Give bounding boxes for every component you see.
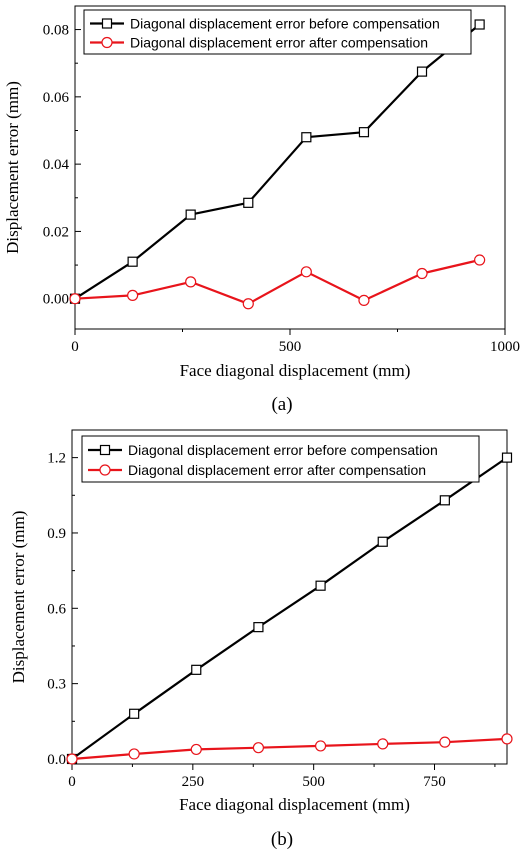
series-line xyxy=(71,456,508,760)
legend: Diagonal displacement error before compe… xyxy=(81,435,480,483)
legend: Diagonal displacement error before compe… xyxy=(83,9,472,55)
y-tick-label: 0.02 xyxy=(43,224,69,240)
legend-label: Diagonal displacement error after compen… xyxy=(128,462,426,478)
panel-caption: (a) xyxy=(271,394,292,415)
data-point-square xyxy=(377,536,388,547)
x-tick-label: 500 xyxy=(279,339,302,355)
series-before-compensation xyxy=(66,452,513,765)
panel-caption: (b) xyxy=(271,829,293,850)
series-before-compensation xyxy=(69,19,485,304)
series-after-compensation xyxy=(69,254,486,310)
legend-label: Diagonal displacement error before compe… xyxy=(130,16,440,32)
x-tick-label: 1000 xyxy=(490,339,520,355)
x-tick-label: 750 xyxy=(423,774,446,790)
data-point-circle xyxy=(69,293,81,305)
y-tick-label: 1.2 xyxy=(47,451,66,467)
x-axis-title: Face diagonal displacement (mm) xyxy=(179,795,410,814)
data-point-square xyxy=(315,580,326,591)
data-point-circle xyxy=(128,748,140,760)
chart-b: 0.0 0.3 0.6 0.9 1.2 0 250 500 750 Displacement er… xyxy=(9,429,513,850)
y-tick-label: 0.08 xyxy=(43,23,69,39)
plot-frame xyxy=(71,429,508,765)
data-point-square xyxy=(127,256,138,267)
y-tick-label: 0.06 xyxy=(43,90,70,106)
y-tick-label: 0.6 xyxy=(47,601,66,617)
series-line xyxy=(74,258,480,305)
data-point-circle xyxy=(358,294,370,307)
data-point-square xyxy=(243,197,254,208)
legend-box xyxy=(83,9,472,55)
x-axis-title: Face diagonal displacement (mm) xyxy=(180,361,411,380)
data-point-circle xyxy=(242,298,254,310)
legend-label: Diagonal displacement error after compen… xyxy=(130,35,428,51)
x-tick-label: 0 xyxy=(68,774,76,790)
data-point-circle xyxy=(190,743,202,756)
y-tick-label: 0.9 xyxy=(47,526,66,542)
data-point-circle xyxy=(377,738,389,750)
x-tick-label: 500 xyxy=(302,774,325,790)
data-point-circle xyxy=(185,276,197,288)
data-point-circle xyxy=(501,733,513,745)
y-axis-title: Displacement error (mm) xyxy=(9,511,28,684)
y-tick-label: 0.0 xyxy=(47,752,66,768)
legend-marker-square xyxy=(99,444,111,456)
y-axis-title: Displacement error (mm) xyxy=(3,81,22,254)
data-point-square xyxy=(185,209,196,220)
data-point-square xyxy=(474,19,485,30)
y-tick-label: 0.00 xyxy=(43,292,69,308)
series-after-compensation xyxy=(66,733,513,765)
data-point-square xyxy=(253,622,264,633)
data-point-circle xyxy=(127,289,139,301)
data-point-square xyxy=(129,708,140,719)
data-point-square xyxy=(191,664,202,675)
data-point-square xyxy=(439,495,450,506)
data-point-circle xyxy=(416,267,428,280)
legend-marker-square xyxy=(101,18,113,29)
y-tick-label: 0.3 xyxy=(47,677,66,693)
data-point-square xyxy=(501,452,513,463)
legend-marker-circle xyxy=(101,36,113,49)
data-point-circle xyxy=(252,742,265,754)
data-point-square xyxy=(301,132,312,143)
data-point-circle xyxy=(66,753,78,765)
x-tick-label: 250 xyxy=(182,774,205,790)
series-line xyxy=(71,737,508,761)
data-point-circle xyxy=(474,254,486,266)
y-tick-label: 0.04 xyxy=(43,157,70,173)
data-point-circle xyxy=(439,736,451,748)
data-point-circle xyxy=(300,266,312,278)
data-point-square xyxy=(358,127,370,138)
legend-box xyxy=(81,435,480,483)
x-tick-label: 0 xyxy=(71,339,79,355)
chart-a: 0.00 0.02 0.04 0.06 0.08 0 500 1000 Displacement… xyxy=(3,5,520,415)
data-point-square xyxy=(416,66,428,77)
legend-marker-circle xyxy=(99,464,111,476)
legend-label: Diagonal displacement error before compe… xyxy=(128,442,438,458)
series-line xyxy=(74,23,481,300)
data-point-circle xyxy=(314,740,327,752)
